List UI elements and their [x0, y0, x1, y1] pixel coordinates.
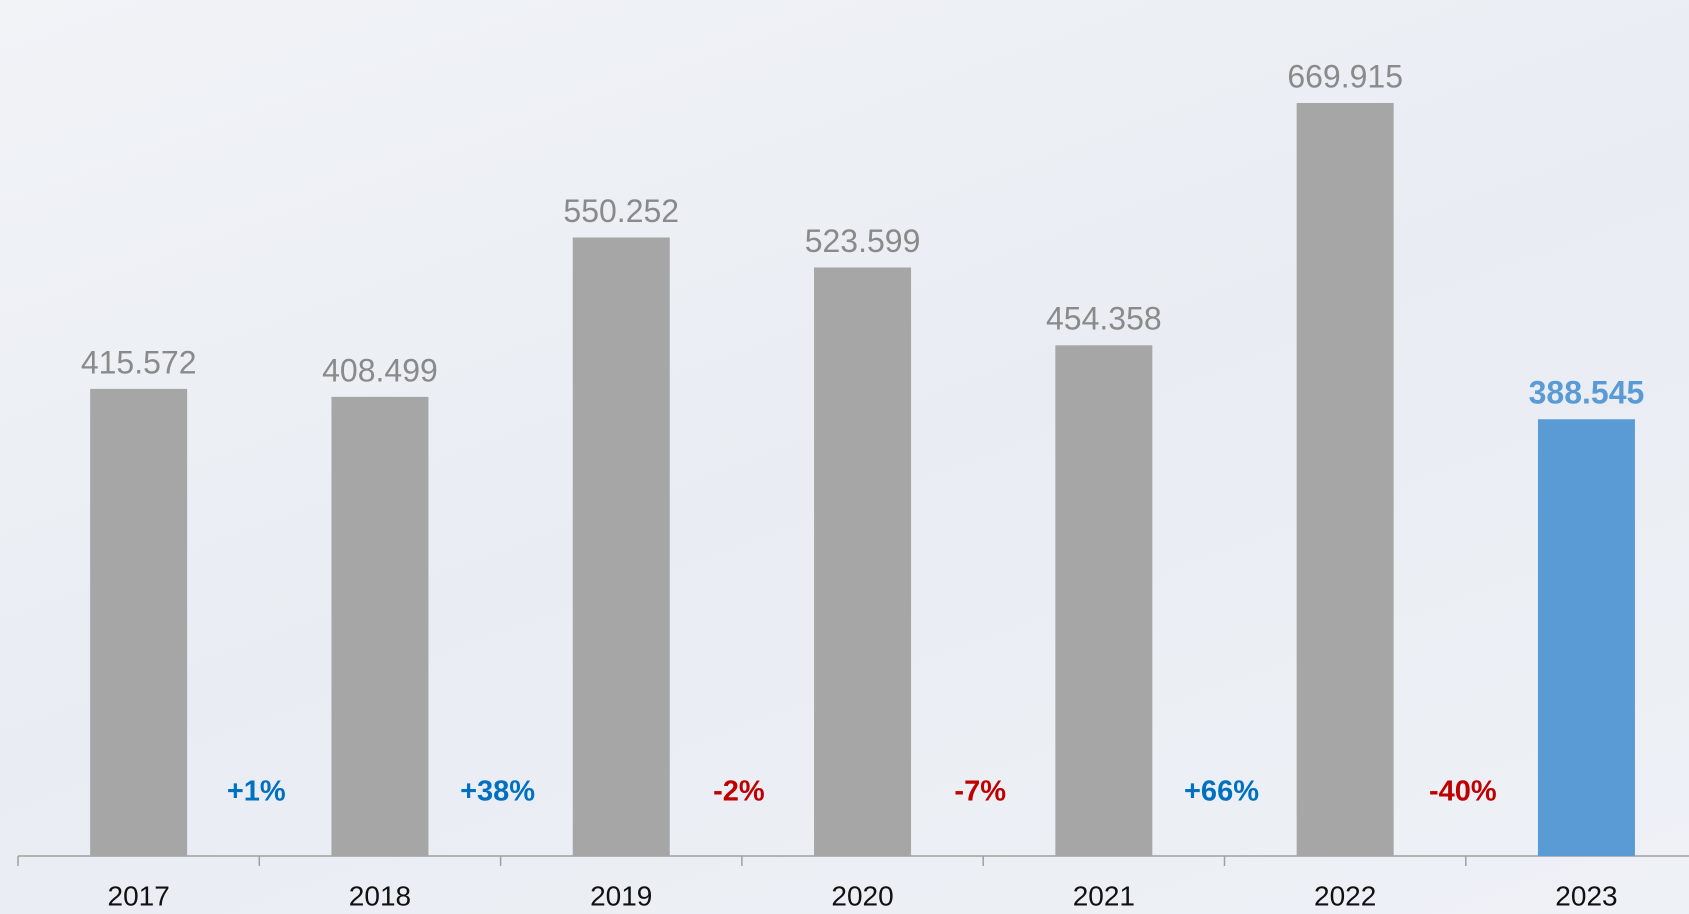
bar [1296, 103, 1394, 856]
change-label: +38% [460, 776, 535, 808]
value-label: 454.358 [1046, 301, 1162, 337]
bar [331, 396, 429, 856]
change-label: -40% [1429, 776, 1497, 808]
value-label: 388.545 [1529, 375, 1645, 411]
change-label: -2% [713, 776, 765, 808]
x-tick-label: 2020 [831, 880, 893, 911]
bar [1055, 345, 1153, 856]
bar [814, 267, 912, 856]
bar [90, 388, 188, 856]
x-tick-label: 2018 [349, 880, 411, 911]
x-tick-label: 2021 [1073, 880, 1135, 911]
x-tick-label: 2022 [1314, 880, 1376, 911]
value-label: 408.499 [322, 352, 438, 388]
change-label: -7% [954, 776, 1006, 808]
value-label: 669.915 [1287, 58, 1403, 94]
x-tick-label: 2017 [108, 880, 170, 911]
x-tick-label: 2019 [590, 880, 652, 911]
value-label: 523.599 [805, 223, 921, 259]
bar [1537, 419, 1635, 856]
value-label: 415.572 [81, 344, 197, 380]
change-label: +1% [227, 776, 286, 808]
bar [572, 237, 670, 857]
change-label: +66% [1184, 776, 1259, 808]
value-label: 550.252 [563, 193, 679, 229]
x-tick-label: 2023 [1555, 880, 1617, 911]
